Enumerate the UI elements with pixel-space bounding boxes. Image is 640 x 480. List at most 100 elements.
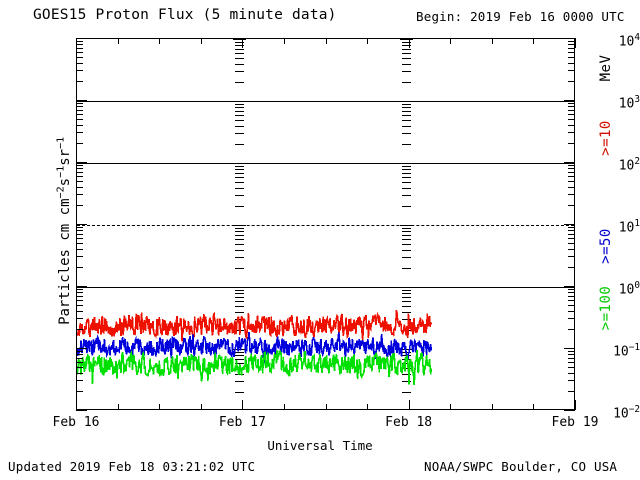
y-minor-tick-right xyxy=(568,233,575,235)
y-minor-tick-left xyxy=(76,288,83,290)
y-minor-tick-left xyxy=(76,256,83,258)
y-minor-tick-right xyxy=(568,350,575,352)
y-minor-tick-right xyxy=(568,40,575,42)
y-minor-tick-left xyxy=(76,106,83,107)
y-minor-tick-left xyxy=(76,168,83,169)
y-minor-tick-right xyxy=(568,171,575,173)
y-minor-tick-right xyxy=(568,329,575,331)
y-minor-tick-right xyxy=(568,299,575,301)
y-minor-tick-right xyxy=(568,51,575,53)
y-minor-tick-right xyxy=(568,205,575,207)
y-minor-tick-right xyxy=(568,226,575,228)
y-tick-left-1e1 xyxy=(76,224,87,225)
x-minor-tick-bottom xyxy=(159,404,161,410)
y-minor-tick-left xyxy=(76,233,83,235)
y-minor-tick-right xyxy=(568,143,575,145)
y-minor-tick-left xyxy=(76,304,83,306)
y-minor-tick-right xyxy=(568,109,575,111)
plot-area xyxy=(76,38,575,410)
x-minor-tick-bottom xyxy=(491,404,493,410)
y-minor-tick-right xyxy=(568,318,575,320)
x-minor-tick-bottom xyxy=(200,404,202,410)
x-minor-tick-bottom xyxy=(117,404,119,410)
y-minor-tick-right xyxy=(568,310,575,312)
y-minor-tick-left xyxy=(76,164,83,166)
y-tick-left-1e3 xyxy=(76,100,87,101)
y-minor-tick-left xyxy=(76,47,83,49)
x-tick-top-3 xyxy=(575,38,576,48)
y-minor-tick-right xyxy=(568,62,575,64)
y-minor-tick-right xyxy=(568,295,575,297)
y-minor-tick-left xyxy=(76,143,83,145)
y-minor-tick-left xyxy=(76,132,83,134)
y-minor-tick-left xyxy=(76,230,83,231)
page-title: GOES15 Proton Flux (5 minute data) xyxy=(33,7,337,23)
y-minor-tick-left xyxy=(76,299,83,301)
y-tick-label-1e2: 102 xyxy=(618,156,640,174)
y-minor-tick-left xyxy=(76,109,83,111)
x-tick-top-1 xyxy=(242,38,244,48)
y-tick-label-1e3: 103 xyxy=(618,94,640,112)
x-minor-tick-bottom xyxy=(533,404,535,410)
x-minor-tick-top xyxy=(200,38,202,44)
y-minor-tick-left xyxy=(76,380,83,382)
y-minor-tick-left xyxy=(76,366,83,368)
y-axis-units: cm−2s−1sr−1 xyxy=(55,136,73,224)
y-minor-tick-right xyxy=(568,194,575,196)
x-tick-label-1: Feb 17 xyxy=(218,415,266,430)
y-minor-tick-left xyxy=(76,51,83,53)
gridline-1e2 xyxy=(77,163,574,164)
y-minor-tick-left xyxy=(76,310,83,312)
day-boundary-ticks-feb17 xyxy=(233,39,246,409)
y-minor-tick-left xyxy=(76,186,83,188)
y-tick-label-1e0: 100 xyxy=(618,280,640,298)
y-tick-label-1e1: 101 xyxy=(618,218,640,236)
y-minor-tick-left xyxy=(76,205,83,207)
y-minor-tick-right xyxy=(568,354,575,355)
y-minor-tick-left xyxy=(76,62,83,64)
y-minor-tick-left xyxy=(76,70,83,72)
y-minor-tick-left xyxy=(76,357,83,359)
flux-trace--100-mev xyxy=(77,349,433,386)
y-minor-tick-left xyxy=(76,118,83,120)
y-minor-tick-right xyxy=(568,248,575,250)
source-attribution: NOAA/SWPC Boulder, CO USA xyxy=(424,459,618,474)
x-tick-bottom-2 xyxy=(408,400,410,410)
y-minor-tick-left xyxy=(76,102,83,104)
y-minor-tick-right xyxy=(568,168,575,169)
y-minor-tick-left xyxy=(76,292,83,293)
y-minor-tick-left xyxy=(76,113,83,115)
y-minor-tick-right xyxy=(568,380,575,382)
y-tick-label-1e-2: 10−2 xyxy=(613,404,640,422)
y-minor-tick-right xyxy=(568,242,575,244)
y-minor-tick-left xyxy=(76,194,83,196)
x-minor-tick-top xyxy=(159,38,161,44)
x-minor-tick-bottom xyxy=(325,404,327,410)
flux-trace--10-mev xyxy=(77,310,433,342)
x-minor-tick-bottom xyxy=(283,404,285,410)
legend-item-ge100: >=100 xyxy=(598,285,614,331)
begin-time-label: Begin: 2019 Feb 16 0000 UTC xyxy=(416,9,625,24)
y-minor-tick-right xyxy=(568,230,575,231)
y-minor-tick-left xyxy=(76,180,83,182)
y-minor-tick-right xyxy=(568,180,575,182)
flux-trace--50-mev xyxy=(77,332,433,364)
y-tick-left-1e-2 xyxy=(76,410,87,411)
y-minor-tick-right xyxy=(568,186,575,188)
y-minor-tick-right xyxy=(568,102,575,104)
x-tick-label-2: Feb 18 xyxy=(385,415,433,430)
y-minor-tick-right xyxy=(568,288,575,290)
y-minor-tick-right xyxy=(568,366,575,368)
y-minor-tick-right xyxy=(568,81,575,83)
y-minor-tick-right xyxy=(568,357,575,359)
y-tick-label-1e4: 104 xyxy=(618,32,640,50)
x-minor-tick-top xyxy=(283,38,285,44)
y-minor-tick-left xyxy=(76,124,83,126)
y-tick-right-1e2 xyxy=(564,162,575,163)
y-minor-tick-left xyxy=(76,40,83,42)
y-minor-tick-left xyxy=(76,44,83,45)
x-tick-label-3: Feb 19 xyxy=(551,415,599,430)
x-minor-tick-top xyxy=(491,38,493,44)
y-minor-tick-left xyxy=(76,267,83,269)
